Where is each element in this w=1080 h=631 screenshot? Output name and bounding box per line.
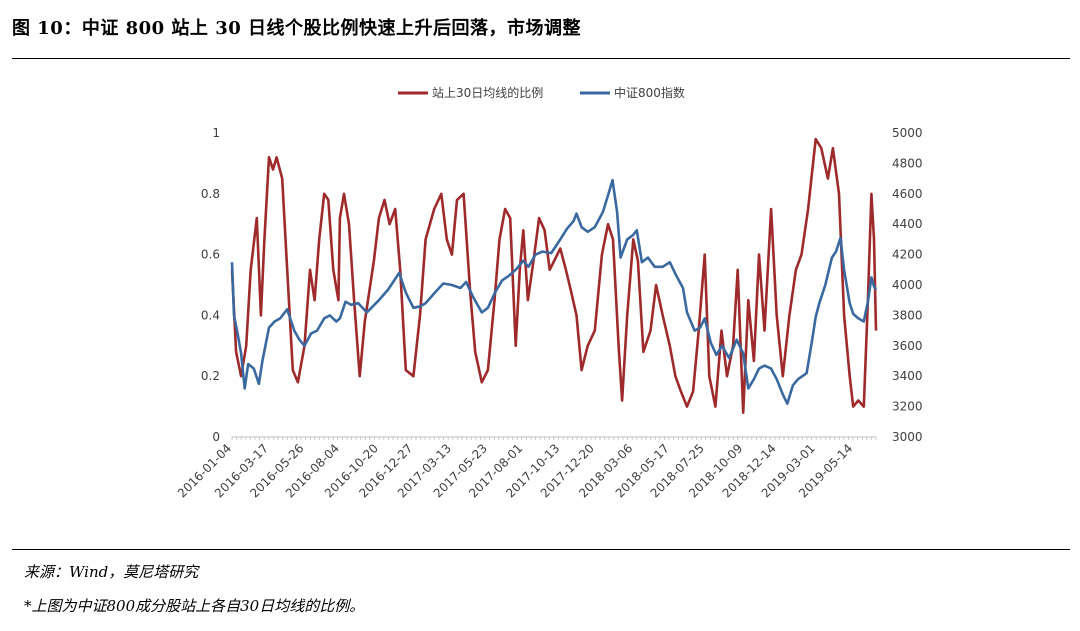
y-right-tick-label: 4400 bbox=[892, 217, 923, 231]
legend: 站上30日均线的比例 中证800指数 bbox=[398, 85, 685, 100]
y-right-tick-label: 3600 bbox=[892, 339, 923, 353]
y-left-tick-label: 0.2 bbox=[201, 369, 220, 383]
note-text: *上图为中证800成分股站上各自30日均线的比例。 bbox=[24, 597, 365, 615]
y-right-tick-label: 3800 bbox=[892, 308, 923, 322]
title-rule bbox=[12, 58, 1070, 59]
legend-label-1: 站上30日均线的比例 bbox=[432, 85, 543, 100]
series-line-1 bbox=[230, 137, 878, 415]
y-left-tick-label: 0.6 bbox=[201, 248, 220, 262]
y-left-tick-label: 0.4 bbox=[201, 308, 220, 322]
y-right-tick-label: 4000 bbox=[892, 278, 923, 292]
series-line-2 bbox=[230, 178, 878, 405]
source-text: 来源：Wind，莫尼塔研究 bbox=[24, 563, 199, 581]
footer-rule bbox=[12, 549, 1070, 550]
y-right-tick-label: 3200 bbox=[892, 400, 923, 414]
chart-svg: 站上30日均线的比例 中证800指数 0 0.2 0.4 0.6 0.8 1 3000 3200… bbox=[175, 85, 923, 500]
y-right-tick-label: 5000 bbox=[892, 126, 923, 140]
y-right-tick-label: 4800 bbox=[892, 156, 923, 170]
y-right-tick-label: 3400 bbox=[892, 369, 923, 383]
y-left-tick-label: 0.8 bbox=[201, 187, 220, 201]
figure-title: 图 10：中证 800 站上 30 日线个股比例快速上升后回落，市场调整 bbox=[12, 18, 582, 39]
y-right-tick-label: 4200 bbox=[892, 248, 923, 262]
y-left-tick-label: 0 bbox=[212, 430, 220, 444]
legend-label-2: 中证800指数 bbox=[614, 85, 685, 100]
y-right-tick-label: 4600 bbox=[892, 187, 923, 201]
chart-lines bbox=[230, 137, 878, 415]
y-right-tick-label: 3000 bbox=[892, 430, 923, 444]
y-left-tick-label: 1 bbox=[212, 126, 220, 140]
